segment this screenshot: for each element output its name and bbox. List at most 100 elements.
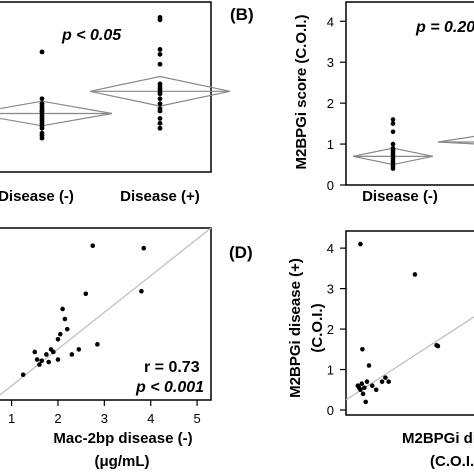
panel-b-xtick-0: Disease (-): [362, 188, 438, 205]
point: [390, 121, 396, 126]
point: [157, 120, 163, 126]
point: [69, 352, 75, 357]
point: [157, 125, 163, 131]
panel-d-fit-line: [345, 316, 474, 401]
point: [37, 362, 42, 367]
panel-d-ylabel-2: (C.O.I.): [309, 303, 326, 352]
point: [157, 47, 163, 52]
point: [386, 379, 391, 384]
panel-c-xtick-label: 5: [193, 411, 200, 426]
point: [373, 387, 379, 393]
panel-b-ytick-label: 0: [327, 178, 334, 193]
panel-d-xunit: (C.O.I.: [430, 453, 474, 470]
panel-c-xlabel: Mac-2bp disease (-): [53, 430, 192, 447]
panel-b-axis: 0 1 2 3 4: [327, 14, 346, 193]
panel-a-marks: [0, 14, 231, 141]
panel-b-label: (B): [230, 5, 254, 24]
panel-d-ytick-label: 3: [327, 282, 334, 297]
panel-b-ytick-label: 4: [327, 14, 334, 29]
point: [157, 17, 163, 23]
panel-c-marks: [0, 227, 212, 396]
panel-b-frame: [345, 1, 474, 186]
panel-b-ytick-label: 3: [327, 55, 334, 70]
panel-d-frame: [345, 230, 474, 416]
point: [157, 116, 163, 121]
point: [90, 243, 96, 249]
point: [390, 117, 396, 122]
point: [157, 101, 163, 107]
point: [383, 375, 388, 380]
point: [62, 316, 68, 322]
point: [51, 349, 56, 355]
point: [34, 357, 40, 362]
point: [157, 108, 163, 114]
panel-d-axis: 0 1 2 3 4: [327, 241, 346, 418]
point: [141, 245, 147, 251]
panel-d-ytick-label: 1: [327, 363, 334, 378]
point: [157, 91, 163, 97]
point: [39, 96, 45, 102]
panel-d-ylabel-1: M2BPGi disease (+): [287, 258, 304, 398]
point: [390, 166, 396, 171]
point: [44, 352, 49, 357]
point: [390, 141, 396, 147]
panel-b-marks: [352, 117, 474, 171]
point: [364, 379, 370, 384]
point: [83, 291, 89, 297]
point: [390, 129, 396, 135]
point: [20, 372, 26, 378]
point: [46, 359, 51, 365]
point: [95, 342, 100, 347]
point: [64, 326, 70, 332]
panel-c: r = 0.73 p < 0.001 Mac-2bp disease (-) (…: [0, 227, 212, 470]
panel-c-xtick-label: 3: [101, 411, 108, 426]
panel-d: (D) M2BPGi disease (+) (C.O.I.) 0 1 2 3 4 M2…: [229, 230, 474, 470]
point: [360, 391, 366, 397]
point: [39, 49, 45, 55]
panel-d-xlabel: M2BPGi dise: [402, 430, 474, 447]
point: [360, 347, 365, 352]
panel-d-ytick-label: 4: [327, 241, 334, 256]
point: [157, 96, 163, 102]
panel-a-annotation: p < 0.05: [61, 27, 122, 44]
panel-d-marks: [345, 241, 474, 405]
point: [369, 383, 375, 389]
panel-d-ytick-label: 2: [327, 322, 334, 337]
panel-b-ytick-label: 2: [327, 96, 334, 111]
point: [32, 349, 38, 355]
point: [60, 306, 65, 312]
point: [55, 336, 61, 342]
point: [358, 241, 363, 247]
point: [39, 125, 45, 131]
point: [363, 399, 368, 405]
point: [39, 135, 45, 141]
panel-b-ytick-label: 1: [327, 137, 334, 152]
point: [55, 357, 61, 362]
panel-c-axis: 1 2 3 4 5: [8, 400, 201, 426]
point: [76, 347, 82, 352]
panel-c-fit-line: [0, 227, 212, 396]
panel-b: (B) M2BPGi score (C.O.I.) 0 1 2 3 4 p = 0.20…: [230, 1, 474, 205]
point: [359, 381, 365, 386]
point: [366, 363, 372, 368]
panel-b-ylabel: M2BPGi score (C.O.I.): [293, 14, 310, 169]
panel-c-xtick-label: 4: [147, 411, 154, 426]
panel-c-xunit: (μg/mL): [95, 453, 150, 470]
panel-c-r: r = 0.73: [144, 359, 200, 376]
point: [57, 331, 63, 337]
panel-a-xtick-0: Disease (-): [0, 188, 74, 205]
point: [39, 358, 45, 364]
point: [412, 272, 418, 277]
point: [157, 51, 163, 57]
panel-a-xtick-1: Disease (+): [120, 188, 200, 205]
panel-c-xtick-label: 1: [8, 411, 15, 426]
panel-c-xtick-label: 2: [54, 411, 61, 426]
point: [362, 385, 367, 391]
diamond-1: [437, 135, 474, 145]
panel-c-frame: [0, 227, 212, 401]
point: [435, 343, 441, 349]
point: [358, 387, 363, 393]
point: [157, 61, 163, 67]
panel-c-p: p < 0.001: [135, 379, 204, 396]
